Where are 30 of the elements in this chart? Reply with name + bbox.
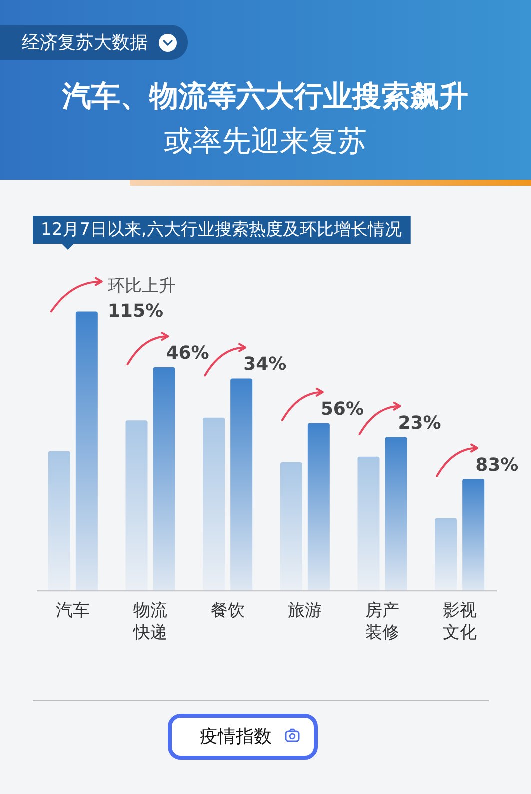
chart-title: 汽车、物流等六大行业搜索飙升 [62,79,468,113]
text: 疫情指数 [200,726,272,748]
bar [76,312,98,591]
x-tick-label: 影视文化 [442,601,477,643]
x-tick-label: 旅游 [288,601,322,621]
text: 环比上升 [108,276,176,297]
x-tick-label: 汽车 [56,601,90,621]
bar [230,378,253,591]
annotation: 23% [398,412,442,434]
bar [203,418,226,591]
bar [308,423,330,591]
annotation: 83% [476,454,519,476]
bar [385,437,408,591]
bar [280,462,302,591]
annotation: 34% [244,354,287,376]
x-tick-label: 物流快递 [132,601,168,643]
annotation: 46% [166,343,210,364]
annotation: 56% [320,398,364,420]
text: 12月7日以来,六大行业搜索热度及环比增长情况 [41,220,402,240]
bar [435,518,458,591]
annotation: 115% [108,301,164,322]
bar [462,479,485,591]
bar [48,451,70,591]
x-tick-label: 餐饮 [210,601,245,621]
x-tick-label: 房产装修 [366,601,400,643]
chart-subtitle: 或率先迎来复苏 [164,124,367,158]
bar [126,420,148,591]
bar [358,456,380,591]
text: 经济复苏大数据 [22,32,148,54]
bar [153,368,176,591]
